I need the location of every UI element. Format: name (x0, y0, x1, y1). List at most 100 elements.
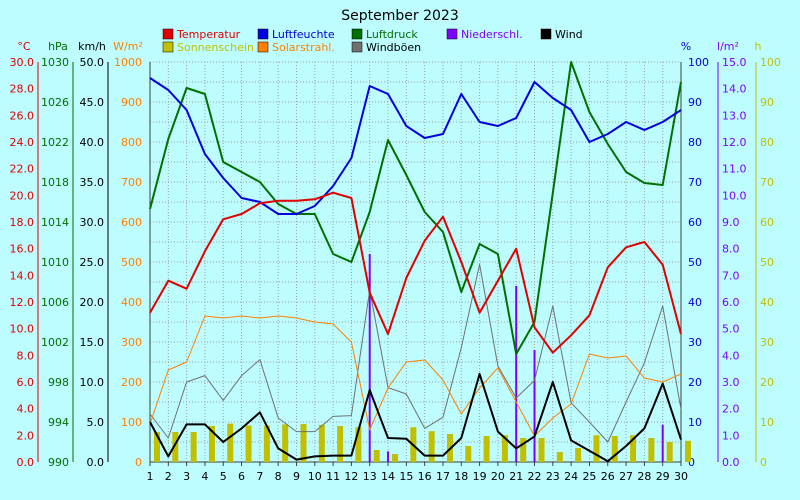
axis-0: 0.0 2.0 4.0 6.0 8.0 10.0 12.0 14.0 16.0 18.0 20.0 2… (10, 40, 39, 469)
bar-sonnenschein (648, 438, 655, 462)
axis-tick-label: 900 (121, 96, 142, 109)
axis-tick-label: 100 (688, 56, 709, 69)
x-tick-label: 11 (326, 470, 340, 483)
axis-tick-label: 70 (760, 176, 774, 189)
axis-tick-label: 22.0 (10, 163, 35, 176)
axis-tick-label: 25.0 (80, 256, 105, 269)
axis-tick-label: 6.0 (17, 376, 35, 389)
axis-tick-label: 13.0 (722, 109, 747, 122)
legend-swatch (162, 28, 174, 40)
bar-sonnenschein (483, 436, 490, 462)
bar-sonnenschein (685, 440, 691, 462)
axis-tick-label: 800 (121, 136, 142, 149)
bar-sonnenschein (263, 425, 270, 462)
x-tick-label: 15 (399, 470, 413, 483)
axis-tick-label: 600 (121, 216, 142, 229)
bar-sonnenschein (337, 426, 344, 462)
bar-sonnenschein (501, 435, 508, 462)
legend-label: Temperatur (176, 28, 241, 41)
legend-label: Luftfeuchte (272, 28, 335, 41)
x-axis-labels: 1 2 3 4 5 6 7 8 9 10 11 12 13 14 15 16 17 18 19 20 21 22 23 24 2… (147, 462, 688, 483)
bar-sonnenschein (575, 448, 582, 462)
legend-label: Wind (555, 28, 583, 41)
axis-tick-label: 400 (121, 296, 142, 309)
legend-item: Solarstrahl. (257, 41, 335, 54)
x-tick-label: 20 (491, 470, 505, 483)
axis-tick-label: 994 (48, 416, 69, 429)
axis-tick-label: 50.0 (80, 56, 105, 69)
axis-tick-label: 20.0 (80, 296, 105, 309)
axis-tick-label: 30 (688, 336, 702, 349)
axis-tick-label: 15.0 (80, 336, 105, 349)
axis-tick-label: 11.0 (722, 163, 747, 176)
axis-tick-label: 60 (760, 216, 774, 229)
axis-tick-label: 1026 (41, 96, 69, 109)
axis-tick-label: 20 (760, 376, 774, 389)
x-tick-label: 14 (381, 470, 395, 483)
line-windben (149, 263, 682, 443)
axis-tick-label: 35.0 (80, 176, 105, 189)
legend-swatch (351, 41, 363, 53)
bar-sonnenschein (208, 426, 215, 462)
x-tick-label: 28 (637, 470, 651, 483)
x-tick-label: 12 (344, 470, 358, 483)
x-tick-label: 27 (619, 470, 633, 483)
line-solarstrahl (149, 315, 682, 437)
axis-unit-label: km/h (78, 40, 106, 53)
bar-sonnenschein (282, 424, 289, 462)
axis-unit-label: l/m² (717, 40, 739, 53)
axis-tick-label: 0.0 (87, 456, 105, 469)
legend-swatch (351, 28, 363, 40)
axis-tick-label: 0.0 (722, 456, 740, 469)
axis-unit-label: W/m² (113, 40, 143, 53)
legend-swatch (162, 41, 174, 53)
bar-niederschl (387, 451, 390, 462)
axis-tick-label: 1014 (41, 216, 69, 229)
axis-unit-label: % (681, 40, 691, 53)
axis-tick-label: 90 (760, 96, 774, 109)
axis-tick-label: 1010 (41, 256, 69, 269)
bar-sonnenschein (630, 435, 637, 462)
legend-item: Windböen (351, 41, 421, 54)
axis-tick-label: 2.0 (17, 429, 35, 442)
axis-4: 0 10 20 30 40 50 60 70 80 90 100% (681, 40, 709, 469)
bar-sonnenschein (666, 442, 673, 462)
axis-tick-label: 30.0 (10, 56, 35, 69)
bar-sonnenschein (556, 452, 563, 462)
x-tick-label: 8 (275, 470, 282, 483)
bar-sonnenschein (593, 435, 600, 462)
axis-tick-label: 4.0 (17, 403, 35, 416)
legend-label: Windböen (366, 41, 421, 54)
axis-tick-label: 8.0 (17, 349, 35, 362)
axis-tick-label: 14.0 (10, 269, 35, 282)
x-tick-label: 21 (509, 470, 523, 483)
axis-tick-label: 5.0 (722, 323, 740, 336)
bar-niederschl (533, 350, 536, 462)
axis-tick-label: 6.0 (722, 296, 740, 309)
axis-tick-label: 0.0 (17, 456, 35, 469)
axis-tick-label: 8.0 (722, 243, 740, 256)
axis-tick-label: 1022 (41, 136, 69, 149)
axis-tick-label: 100 (760, 56, 781, 69)
axis-tick-label: 24.0 (10, 136, 35, 149)
axis-tick-label: 0 (760, 456, 767, 469)
bar-sonnenschein (465, 446, 472, 462)
axis-tick-label: 50 (688, 256, 702, 269)
x-tick-label: 29 (656, 470, 670, 483)
axis-tick-label: 7.0 (722, 269, 740, 282)
bar-sonnenschein (355, 427, 362, 462)
bar-sonnenschein (318, 424, 325, 462)
axis-tick-label: 16.0 (10, 243, 35, 256)
legend-swatch (540, 28, 552, 40)
x-tick-label: 13 (363, 470, 377, 483)
bar-sonnenschein (300, 424, 307, 462)
axis-tick-label: 12.0 (10, 296, 35, 309)
line-wind (149, 373, 682, 463)
axis-tick-label: 1002 (41, 336, 69, 349)
axis-tick-label: 80 (760, 136, 774, 149)
x-tick-label: 18 (454, 470, 468, 483)
axis-tick-label: 0 (135, 456, 142, 469)
bar-niederschl (661, 424, 664, 462)
